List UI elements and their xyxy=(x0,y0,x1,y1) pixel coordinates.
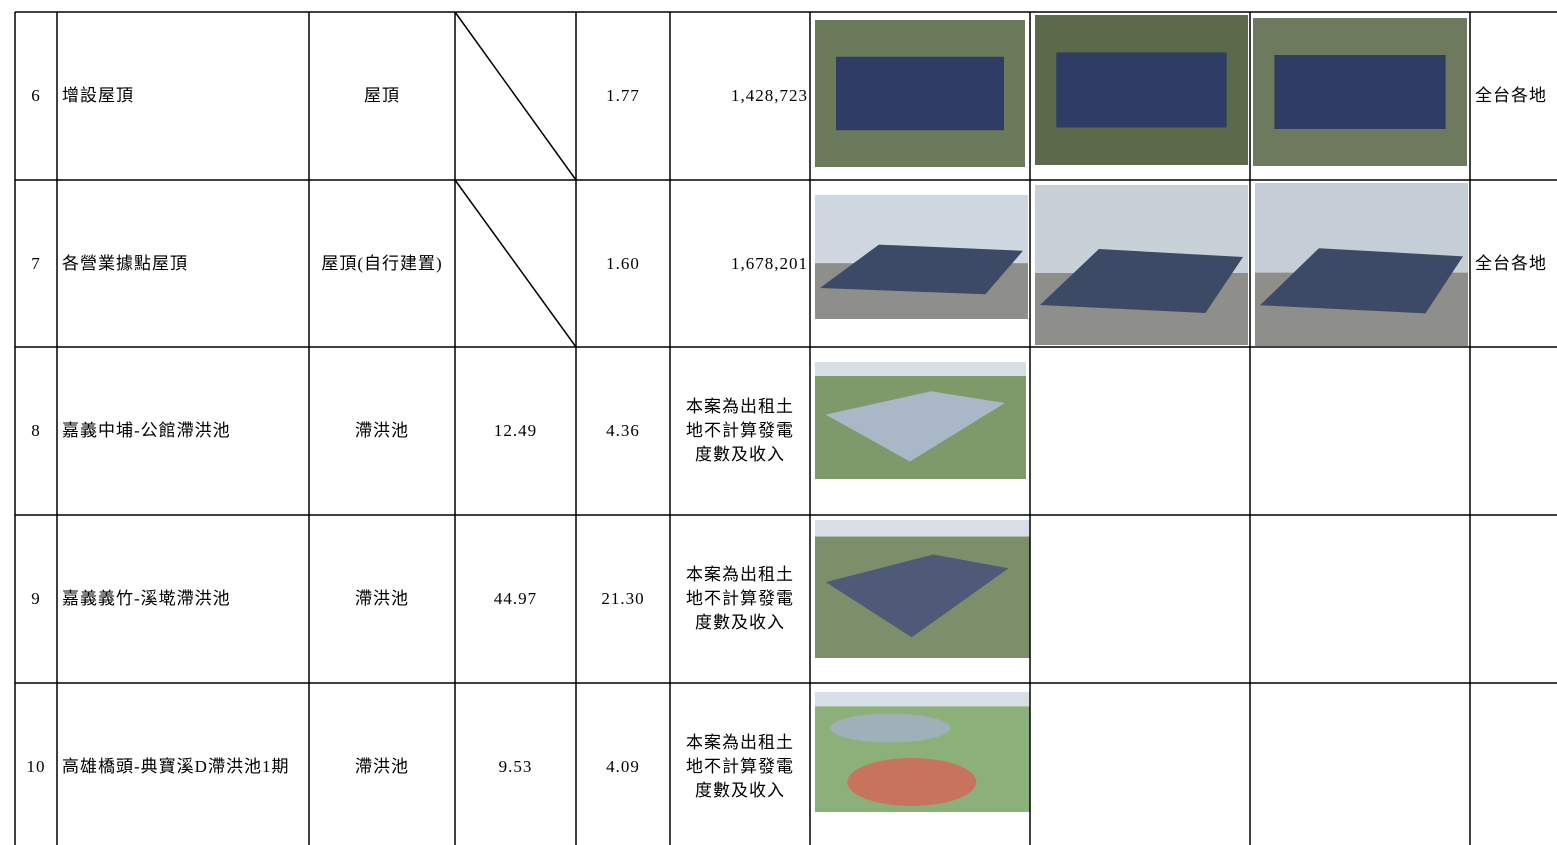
site-name: 各營業據點屋頂 xyxy=(62,253,188,273)
capacity: 21.30 xyxy=(601,589,645,608)
row-number: 7 xyxy=(31,253,41,273)
site-type: 滯洪池 xyxy=(355,421,409,440)
solar-panels xyxy=(825,391,1005,462)
generation: 1,428,723 xyxy=(731,86,808,105)
region: 全台各地 xyxy=(1475,253,1547,273)
plaza xyxy=(847,758,977,806)
row-number: 8 xyxy=(31,421,41,440)
region: 全台各地 xyxy=(1475,86,1547,105)
site-name: 增設屋頂 xyxy=(62,86,134,105)
empty-diagonal xyxy=(454,179,577,348)
site-type: 滯洪池 xyxy=(355,757,409,776)
row-number: 6 xyxy=(31,86,41,105)
area: 12.49 xyxy=(493,421,538,440)
photo-sky xyxy=(815,520,1030,537)
site-name: 高雄橋頭-典寶溪D滯洪池1期 xyxy=(62,757,290,776)
empty-diagonal xyxy=(454,11,577,181)
generation: 1,678,201 xyxy=(731,253,808,273)
site-name: 嘉義中埔-公館滯洪池 xyxy=(62,421,231,440)
capacity: 4.36 xyxy=(606,421,640,440)
area: 9.53 xyxy=(498,757,533,776)
site-name: 嘉義義竹-溪墘滯洪池 xyxy=(62,589,231,608)
site-type: 滯洪池 xyxy=(355,589,409,608)
site-type: 屋頂 xyxy=(364,86,400,105)
pond xyxy=(830,713,951,743)
photo-sky xyxy=(815,692,1030,707)
capacity: 4.09 xyxy=(606,757,640,776)
solar-panels xyxy=(1056,52,1227,128)
area: 44.97 xyxy=(493,589,538,608)
solar-panels xyxy=(836,56,1004,131)
solar-panels xyxy=(1040,249,1243,313)
site-type: 屋頂(自行建置) xyxy=(321,253,443,273)
capacity: 1.60 xyxy=(606,253,640,273)
solar-panels xyxy=(1274,55,1446,129)
solar-panels xyxy=(825,554,1009,638)
generation: 本案為出租土地不計算發電度數及收入 xyxy=(686,397,794,464)
row-number: 9 xyxy=(31,589,41,608)
solar-panels xyxy=(1260,248,1463,314)
row-number: 10 xyxy=(26,757,46,776)
solar-panels xyxy=(820,244,1023,295)
generation: 本案為出租土地不計算發電度數及收入 xyxy=(686,565,794,632)
capacity: 1.77 xyxy=(606,86,640,105)
photo-sky xyxy=(815,362,1026,377)
generation: 本案為出租土地不計算發電度數及收入 xyxy=(686,733,794,800)
